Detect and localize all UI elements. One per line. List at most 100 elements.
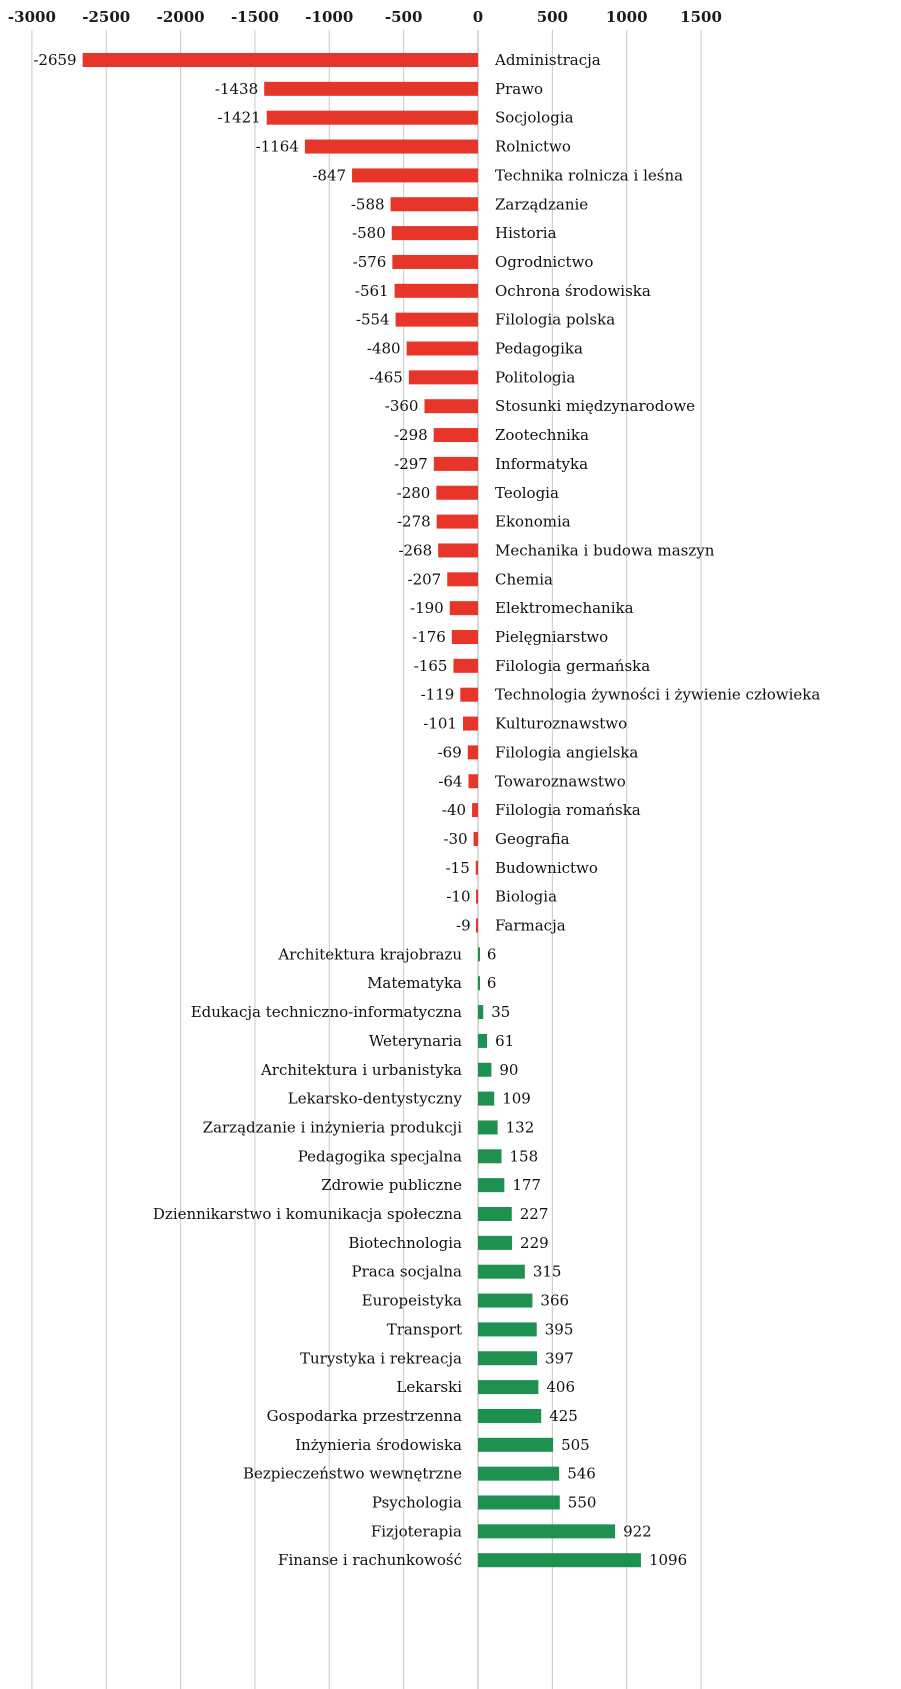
bar [476,918,478,933]
category-label: Historia [495,224,557,242]
data-label: -119 [421,686,455,704]
bar [424,399,478,414]
bar [390,197,478,212]
data-label: -554 [356,311,390,329]
category-label: Rolnictwo [495,138,571,156]
category-label: Lekarski [396,1378,462,1396]
data-label: -2659 [33,51,76,69]
bar [478,1264,525,1279]
category-label: Filologia romańska [495,801,641,819]
category-label: Ochrona środowiska [495,282,651,300]
bar [478,1178,505,1193]
bar [478,1553,641,1568]
category-label: Technika rolnicza i leśna [495,166,683,184]
bar [436,485,478,500]
category-label: Finanse i rachunkowość [278,1551,462,1569]
x-tick-label: 1000 [606,8,648,26]
data-label: -15 [446,859,470,877]
category-label: Ekonomia [495,513,571,531]
bar [478,1235,513,1250]
bar [460,687,478,702]
category-label: Architektura i urbanistyka [260,1061,462,1079]
bar [394,283,478,298]
bar [264,81,478,96]
bar [352,168,478,183]
category-label: Zarządzanie [495,195,588,213]
category-label: Ogrodnictwo [495,253,593,271]
data-label: 550 [568,1494,597,1512]
x-tick-label: 500 [537,8,568,26]
bar [392,254,478,269]
category-label: Biologia [495,888,557,906]
bar [304,139,478,154]
bar [462,716,478,731]
data-label: 177 [512,1176,541,1194]
bar [478,1380,539,1395]
bar [447,572,478,587]
data-label: -280 [397,484,431,502]
x-tick-label: -2000 [157,8,205,26]
bar [478,1524,616,1539]
data-label: 227 [520,1205,549,1223]
data-label: 61 [495,1032,514,1050]
labels: -2659 Administracja -1438 Prawo -1421 Socjolo… [33,51,820,1569]
data-label: 395 [545,1320,574,1338]
bar [478,1293,533,1308]
data-label: -480 [367,340,401,358]
category-label: Bezpieczeństwo wewnętrzne [243,1465,462,1483]
category-label: Architektura krajobrazu [277,945,462,963]
data-label: 546 [567,1465,596,1483]
category-label: Stosunki międzynarodowe [495,397,695,415]
data-label: -10 [446,888,470,906]
category-label: Zdrowie publiczne [321,1176,462,1194]
category-label: Pedagogika specjalna [298,1147,462,1165]
bar [436,514,478,529]
data-label: -278 [397,513,431,531]
data-label: -297 [394,455,428,473]
category-label: Zarządzanie i inżynieria produkcji [203,1118,463,1136]
data-label: -1164 [256,138,299,156]
x-tick-label: -1500 [231,8,279,26]
bar [478,1466,560,1481]
bar [408,370,478,385]
bar [476,889,478,904]
data-label: 1096 [649,1551,687,1569]
bar [438,543,478,558]
category-label: Farmacja [495,917,566,935]
bar [266,110,478,125]
bar [451,630,478,644]
category-label: Turystyka i rekreacja [300,1349,462,1367]
category-label: Administracja [494,51,601,69]
category-label: Transport [387,1320,462,1338]
category-label: Gospodarka przestrzenna [267,1407,462,1425]
data-label: -9 [456,917,471,935]
category-label: Edukacja techniczno-informatyczna [191,1003,462,1021]
x-tick-label: -1000 [305,8,353,26]
data-label: 366 [540,1292,569,1310]
category-label: Zootechnika [495,426,589,444]
bar [478,947,480,962]
data-label: 397 [545,1349,574,1367]
data-label: -176 [412,628,446,646]
data-label: 6 [487,974,497,992]
category-label: Prawo [495,80,543,98]
category-label: Filologia angielska [495,743,638,761]
bar [472,803,478,818]
data-label: -1421 [217,109,260,127]
category-label: Politologia [495,368,575,386]
data-label: -588 [351,195,385,213]
data-label: -580 [352,224,386,242]
x-tick-label: -500 [385,8,423,26]
category-label: Biotechnologia [348,1234,462,1252]
category-label: Elektromechanika [495,599,634,617]
data-label: 6 [487,945,497,963]
x-tick-label: -2500 [82,8,130,26]
data-label: 132 [506,1118,535,1136]
bar [478,976,480,991]
data-label: -268 [398,541,432,559]
data-label: -64 [438,772,462,790]
data-label: 425 [549,1407,578,1425]
bar [478,1062,492,1077]
category-label: Mechanika i budowa maszyn [495,541,715,559]
bar [475,860,478,875]
